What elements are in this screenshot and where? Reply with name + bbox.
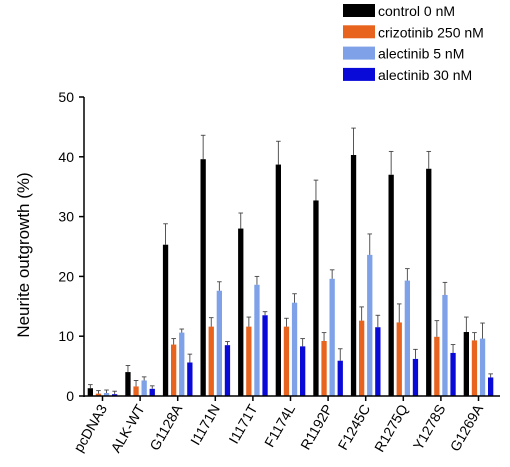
x-tick-label: ALK-WT bbox=[107, 401, 148, 455]
bar bbox=[283, 326, 290, 396]
bar bbox=[488, 377, 494, 396]
legend-swatch bbox=[343, 67, 375, 81]
x-tick-label: Y1278S bbox=[410, 402, 449, 453]
y-tick-label: 50 bbox=[58, 89, 74, 105]
legend-label: alectinib 5 nM bbox=[378, 46, 464, 62]
bar bbox=[300, 346, 306, 396]
legend-swatch bbox=[343, 46, 375, 60]
x-tick-label: R1275Q bbox=[371, 401, 411, 454]
bar bbox=[404, 280, 410, 396]
bar bbox=[350, 155, 357, 396]
x-tick-label: F1174L bbox=[261, 401, 298, 449]
bar bbox=[329, 278, 335, 396]
bar bbox=[291, 302, 298, 396]
x-tick-label: I1171T bbox=[225, 401, 260, 446]
bar bbox=[179, 332, 185, 396]
y-axis-title: Neurite outgrowth (%) bbox=[14, 172, 33, 337]
x-tick-label: R1192P bbox=[297, 402, 336, 453]
bar bbox=[200, 159, 206, 396]
y-tick-label: 30 bbox=[58, 209, 74, 225]
bar bbox=[238, 228, 244, 396]
bar bbox=[224, 345, 231, 396]
bar bbox=[479, 338, 486, 396]
bar bbox=[412, 358, 419, 396]
x-tick-label: G1269A bbox=[447, 401, 487, 454]
bar bbox=[187, 362, 193, 396]
bar bbox=[359, 320, 365, 396]
bar bbox=[149, 388, 155, 396]
bar bbox=[450, 352, 456, 396]
y-tick-label: 40 bbox=[58, 149, 74, 165]
bar bbox=[463, 332, 469, 396]
bar bbox=[254, 284, 260, 396]
bar bbox=[321, 340, 327, 396]
bar bbox=[442, 294, 448, 396]
bar bbox=[426, 168, 432, 396]
x-tick-label: pcDNA3 bbox=[70, 401, 110, 454]
bar bbox=[87, 388, 93, 396]
bar bbox=[141, 380, 147, 396]
bar bbox=[125, 372, 131, 396]
bar bbox=[434, 336, 440, 396]
legend-swatch bbox=[343, 4, 375, 17]
bar bbox=[388, 174, 394, 396]
bar bbox=[133, 386, 139, 396]
y-tick-label: 0 bbox=[66, 388, 74, 404]
x-tick-label: I1171N bbox=[187, 402, 223, 448]
bar bbox=[208, 326, 214, 396]
legend-label: control 0 nM bbox=[378, 3, 455, 19]
x-tick-label: G1128A bbox=[146, 401, 185, 453]
bar bbox=[262, 315, 268, 396]
legend-swatch bbox=[343, 25, 375, 39]
legend: control 0 nM crizotinib 250 nM alectinib 5… bbox=[343, 3, 484, 83]
legend-label: crizotinib 250 nM bbox=[378, 24, 484, 40]
bar bbox=[95, 393, 102, 396]
y-ticks: 0 10 20 30 40 50 bbox=[58, 89, 84, 404]
bar bbox=[216, 290, 222, 396]
y-tick-label: 20 bbox=[58, 268, 74, 284]
axes-layer bbox=[83, 97, 500, 397]
bar bbox=[112, 394, 118, 396]
bar bbox=[275, 164, 281, 396]
bar bbox=[375, 327, 381, 396]
bar bbox=[337, 360, 343, 396]
bar bbox=[103, 393, 110, 396]
x-tick-label: F1245C bbox=[335, 402, 374, 453]
bar bbox=[396, 322, 402, 396]
bar bbox=[171, 344, 177, 396]
bar bbox=[313, 200, 319, 396]
bar bbox=[367, 254, 373, 396]
bar bbox=[246, 326, 252, 396]
y-tick-label: 10 bbox=[58, 328, 74, 344]
bars-layer bbox=[87, 127, 494, 396]
bar bbox=[162, 244, 169, 396]
bar bbox=[471, 340, 478, 396]
legend-label: alectinib 30 nM bbox=[378, 67, 472, 83]
